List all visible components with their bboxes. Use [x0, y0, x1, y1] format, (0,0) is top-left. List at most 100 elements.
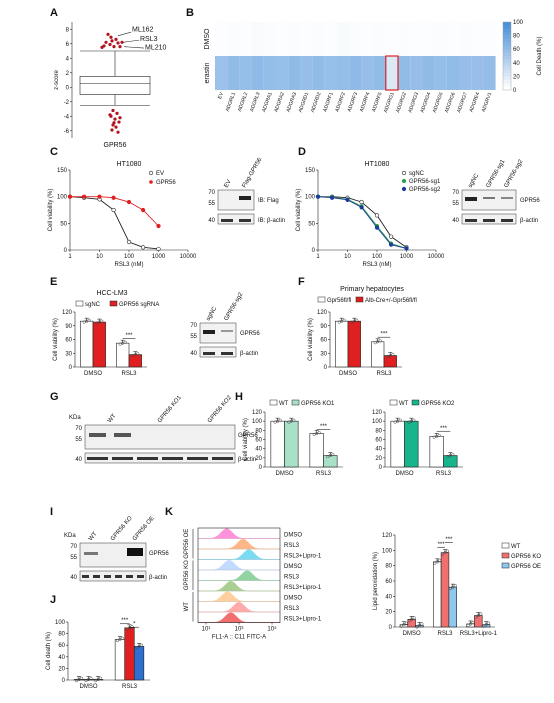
b-heat-cell — [349, 56, 362, 90]
k2-replicate-point — [417, 623, 421, 628]
i-lane-label: WT — [88, 531, 99, 542]
g-band-gpr56 — [89, 433, 106, 437]
i-band-actin — [137, 575, 144, 578]
b-heat-cell — [410, 22, 423, 56]
c-blot-row-2: IB: β-actin — [258, 218, 285, 224]
b-heat-cell — [398, 56, 411, 90]
c-legend-marker-gpr56 — [149, 180, 153, 184]
k2-y-tick-label: 80 — [385, 564, 392, 570]
a-label-ml162: ML162 — [132, 26, 154, 33]
panel-label-i: I — [50, 506, 53, 518]
i-lane-label: GPR56 OE — [132, 515, 156, 542]
b-heat-cell — [227, 56, 240, 90]
h1-y-axis-title: Cell viability (%) — [243, 418, 249, 461]
i-band-actin — [126, 575, 133, 578]
b-heat-cell — [239, 22, 252, 56]
a-outlier-point — [114, 125, 118, 129]
d-title: HT1080 — [365, 161, 390, 168]
j-y-tick-label: 100 — [55, 620, 66, 626]
b-colorbar-segment — [503, 52, 511, 57]
j-replicate-point — [84, 679, 88, 683]
b-heat-cell — [373, 22, 386, 56]
c-series-line — [69, 196, 159, 250]
a-label-gpr56: GPR56 — [104, 142, 127, 149]
j-replicate-point — [137, 644, 141, 648]
i-kda-70: 70 — [70, 544, 77, 550]
b-column-label: ADGRL3 — [249, 91, 262, 112]
g-band-actin — [112, 457, 133, 460]
c-blot-lower — [217, 213, 255, 225]
b-colorbar-segment — [503, 59, 511, 64]
c-y-tick-label: 100 — [57, 195, 68, 201]
c-y-axis-title: Cell viability (%) — [48, 189, 54, 232]
d-legend-label: GPR56-sg2 — [409, 187, 441, 193]
h1-y-tick-label: 60 — [255, 438, 262, 444]
panel-label-g: G — [50, 391, 59, 403]
d-x-tick-label: 100 — [372, 254, 383, 260]
j-sig-label: *** — [121, 618, 129, 624]
c-x-tick-label: 10 — [96, 254, 103, 260]
b-heat-cell — [385, 22, 398, 56]
h2-replicate-point — [398, 418, 402, 422]
a-outlier-point — [116, 130, 120, 134]
d-legend-label: sgNC — [409, 171, 425, 177]
k2-replicate-point — [415, 625, 419, 629]
e-lane-label: sgNC — [206, 305, 219, 322]
i-band-actin — [82, 575, 89, 578]
b-heat-cell — [483, 56, 496, 90]
j-category-label: RSL3 — [122, 684, 138, 690]
k2-sig-label: *** — [438, 542, 446, 548]
b-colorbar-tick: 20 — [513, 74, 520, 80]
c-lane-label: Flag-GPR56 — [242, 157, 264, 189]
b-heat-cell — [227, 22, 240, 56]
c-band-flag — [239, 196, 251, 200]
a-outlier-point — [112, 121, 116, 125]
c-kda-70: 70 — [208, 190, 215, 196]
b-column-label: ADGRG1 — [383, 91, 396, 113]
h2-bar — [404, 420, 419, 468]
b-column-label: ADGRL1 — [225, 91, 238, 112]
d-data-point — [359, 205, 364, 210]
h2-y-tick-label: 80 — [375, 428, 382, 434]
a-y-tick-label: -2 — [64, 100, 70, 106]
c-data-point — [111, 207, 116, 213]
a-outlier-point — [100, 45, 104, 49]
c-x-tick-label: 1000 — [152, 254, 166, 260]
d-series-line — [318, 196, 407, 248]
h2-bar — [443, 455, 458, 468]
e-bar — [92, 321, 106, 368]
k-histogram-trace — [197, 591, 280, 602]
e-band-actin — [203, 352, 215, 355]
e-replicate-point — [136, 352, 140, 356]
h1-legend-label: WT — [279, 401, 289, 407]
b-column-label: ADGRL2 — [237, 91, 250, 112]
f-bar — [371, 341, 385, 368]
b-heat-cell — [300, 22, 313, 56]
h1-legend-swatch — [291, 399, 300, 406]
k-row-label: RSL3+Lipro-1 — [284, 554, 322, 560]
j-replicate-point — [120, 636, 124, 640]
d-x-axis-title: RSL3 (nM) — [362, 262, 391, 268]
b-heat-cell — [251, 56, 264, 90]
panel-label-k: K — [165, 506, 173, 518]
k2-y-tick-label: 60 — [385, 579, 392, 585]
f-replicate-point — [391, 353, 395, 357]
panel-label-d: D — [298, 146, 306, 158]
b-colorbar-segment — [503, 22, 511, 26]
g-band-actin — [187, 457, 208, 460]
k-histogram-trace — [197, 528, 280, 539]
h2-bar — [390, 420, 405, 468]
k2-bar — [433, 561, 442, 628]
d-y-tick-label: 100 — [305, 195, 316, 201]
e-blot-row-2: β-actin — [240, 351, 258, 357]
k2-y-tick-label: 20 — [385, 610, 392, 616]
b-column-label: ADGRV1 — [481, 91, 494, 112]
panel-a-box-plot: 8 6 4 2 0 -2 -4 -6 z-score ML162 RSL3 ML210 GPR56 — [54, 22, 167, 149]
j-bar — [114, 639, 126, 681]
panel-label-a: A — [50, 7, 58, 19]
f-sig-label: *** — [380, 332, 388, 338]
a-box — [79, 76, 151, 95]
